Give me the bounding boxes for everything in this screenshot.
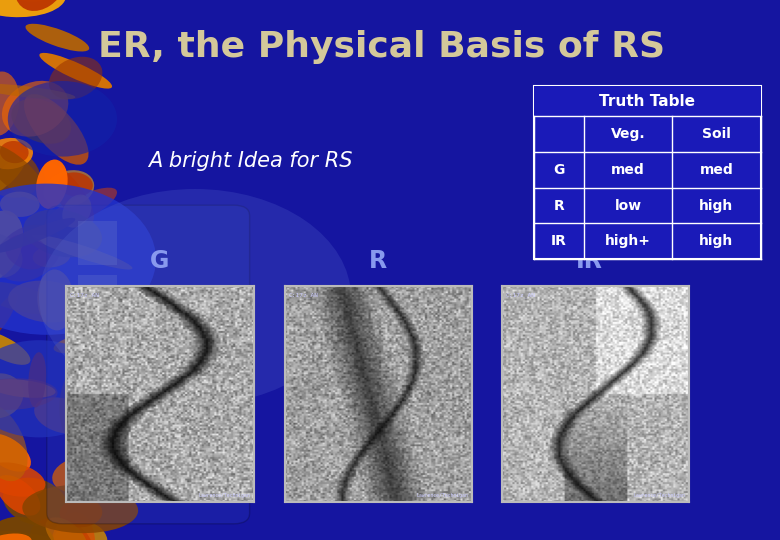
Ellipse shape: [54, 332, 112, 353]
Ellipse shape: [0, 84, 76, 99]
Ellipse shape: [0, 462, 45, 497]
Ellipse shape: [0, 71, 20, 136]
Ellipse shape: [44, 162, 94, 224]
Ellipse shape: [37, 269, 74, 330]
Ellipse shape: [59, 369, 90, 441]
Ellipse shape: [50, 512, 95, 540]
Ellipse shape: [2, 81, 69, 137]
Ellipse shape: [0, 475, 41, 516]
Ellipse shape: [44, 170, 94, 208]
Ellipse shape: [49, 57, 102, 99]
Text: C:17z_AN: C:17z_AN: [505, 293, 535, 298]
Ellipse shape: [52, 457, 103, 492]
Ellipse shape: [0, 144, 46, 201]
Ellipse shape: [0, 211, 23, 280]
Ellipse shape: [0, 0, 66, 17]
Circle shape: [39, 189, 351, 405]
Ellipse shape: [0, 379, 55, 398]
Ellipse shape: [28, 352, 46, 408]
Text: C:17z_AN: C:17z_AN: [289, 293, 318, 298]
Bar: [534, 86, 760, 116]
Text: Lawrence/Technigan: Lawrence/Technigan: [633, 493, 685, 498]
Text: ER, the Physical Basis of RS: ER, the Physical Basis of RS: [98, 30, 665, 64]
Ellipse shape: [62, 194, 91, 228]
Ellipse shape: [0, 141, 29, 163]
Ellipse shape: [66, 336, 98, 384]
Ellipse shape: [23, 210, 102, 257]
Circle shape: [8, 81, 117, 157]
Bar: [78, 275, 117, 319]
Ellipse shape: [0, 517, 55, 540]
Ellipse shape: [2, 0, 62, 2]
Ellipse shape: [60, 498, 102, 528]
Ellipse shape: [58, 172, 93, 197]
Text: C:17z_AN: C:17z_AN: [70, 293, 100, 298]
Text: R: R: [369, 249, 388, 273]
Text: G: G: [554, 163, 565, 177]
Ellipse shape: [0, 225, 61, 281]
Text: Soil: Soil: [702, 127, 731, 141]
Ellipse shape: [8, 281, 85, 322]
Ellipse shape: [0, 192, 40, 217]
Ellipse shape: [3, 478, 68, 525]
Circle shape: [0, 184, 156, 335]
Ellipse shape: [0, 534, 32, 540]
Text: G: G: [151, 249, 169, 273]
Ellipse shape: [15, 0, 68, 11]
Text: Lawrence/Technigan: Lawrence/Technigan: [417, 493, 468, 498]
Ellipse shape: [0, 434, 31, 471]
Ellipse shape: [36, 159, 68, 209]
Ellipse shape: [0, 138, 33, 169]
Ellipse shape: [44, 187, 117, 230]
Ellipse shape: [24, 94, 89, 165]
Text: med: med: [700, 163, 733, 177]
Ellipse shape: [0, 158, 25, 194]
Ellipse shape: [0, 531, 90, 540]
Ellipse shape: [33, 245, 70, 267]
Ellipse shape: [0, 294, 17, 342]
Text: high+: high+: [605, 234, 651, 248]
Ellipse shape: [23, 485, 138, 533]
Ellipse shape: [0, 233, 23, 278]
Ellipse shape: [12, 99, 71, 144]
Text: Truth Table: Truth Table: [599, 94, 696, 109]
Ellipse shape: [26, 24, 89, 51]
Ellipse shape: [0, 403, 27, 481]
Text: Veg.: Veg.: [611, 127, 646, 141]
Ellipse shape: [0, 218, 76, 253]
Ellipse shape: [0, 282, 58, 314]
Text: high: high: [699, 199, 733, 213]
Text: low: low: [615, 199, 642, 213]
Text: high: high: [699, 234, 733, 248]
Text: R: R: [554, 199, 565, 213]
Bar: [78, 329, 117, 373]
Text: med: med: [612, 163, 645, 177]
Ellipse shape: [0, 330, 30, 365]
Ellipse shape: [39, 53, 112, 89]
Bar: [78, 221, 117, 265]
Ellipse shape: [34, 397, 90, 434]
Text: Lawrence/Technigan: Lawrence/Technigan: [198, 493, 250, 498]
Ellipse shape: [45, 517, 87, 540]
Text: IR: IR: [576, 249, 602, 273]
Bar: [534, 86, 760, 259]
FancyBboxPatch shape: [47, 205, 250, 524]
Ellipse shape: [0, 146, 41, 198]
Ellipse shape: [5, 234, 48, 269]
Ellipse shape: [32, 234, 133, 269]
Ellipse shape: [0, 373, 23, 418]
Circle shape: [0, 340, 109, 437]
Ellipse shape: [30, 518, 93, 540]
Ellipse shape: [52, 521, 108, 540]
Text: IR: IR: [551, 234, 567, 248]
Ellipse shape: [0, 378, 58, 410]
Text: A bright Idea for RS: A bright Idea for RS: [148, 151, 353, 171]
